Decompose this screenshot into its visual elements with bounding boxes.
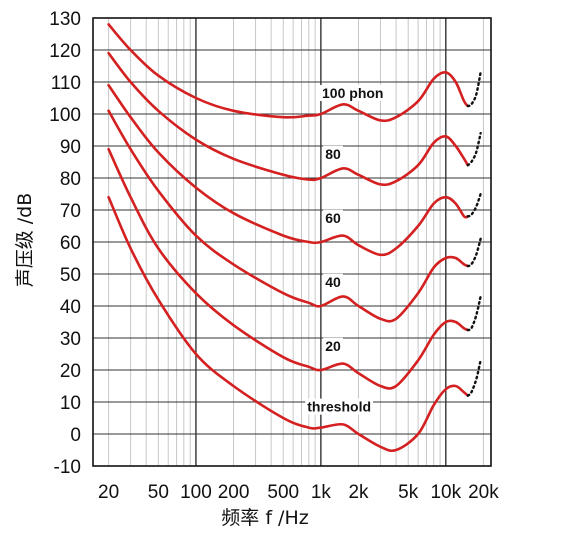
curve-line-3 bbox=[107, 109, 470, 323]
x-tick-label: 50 bbox=[148, 482, 169, 503]
curve-labels: 100 phon 80 60 40 20 threshold bbox=[305, 85, 386, 415]
curve-label-bg bbox=[323, 145, 343, 162]
curve-label-2: 60 bbox=[325, 210, 341, 226]
y-tick-label: 120 bbox=[49, 41, 81, 62]
x-axis-label: 频率 f /Hz bbox=[221, 507, 308, 529]
y-tick-label: 60 bbox=[60, 233, 81, 254]
y-tick-label: 0 bbox=[70, 425, 81, 446]
curve-extension-5 bbox=[466, 359, 482, 397]
y-tick-label: 80 bbox=[60, 169, 81, 190]
curves bbox=[107, 23, 482, 453]
y-tick-label: 90 bbox=[60, 137, 81, 158]
curve-extension-3 bbox=[466, 237, 482, 268]
x-tick-label: 100 bbox=[180, 482, 212, 503]
curve-line-0 bbox=[107, 23, 470, 123]
curve-label-0: 100 phon bbox=[322, 85, 383, 101]
y-tick-label: -10 bbox=[54, 457, 81, 478]
curve-label-bg bbox=[305, 398, 374, 415]
x-tick-labels: 20 50 100 200 500 1k 2k 5k 10k 20k bbox=[98, 482, 499, 503]
plot-frame bbox=[92, 17, 492, 467]
curve-line-2 bbox=[107, 83, 470, 257]
y-axis-label: 声压级 /dB bbox=[14, 193, 36, 288]
curve-extension-2 bbox=[466, 192, 482, 218]
x-tick-label: 500 bbox=[267, 482, 299, 503]
curve-line-4 bbox=[107, 147, 470, 390]
y-tick-label: 20 bbox=[60, 361, 81, 382]
y-tick-label: 110 bbox=[51, 73, 81, 94]
curve-label-5: threshold bbox=[307, 399, 371, 415]
y-tick-label: 70 bbox=[60, 201, 81, 222]
curve-label-bg bbox=[323, 273, 343, 290]
y-tick-label: 10 bbox=[60, 393, 81, 414]
curve-line-1 bbox=[107, 51, 470, 187]
x-tick-label: 200 bbox=[218, 482, 250, 503]
y-tick-label: 100 bbox=[49, 105, 81, 126]
x-tick-label: 5k bbox=[398, 482, 419, 503]
x-tick-label: 10k bbox=[430, 482, 461, 503]
curve-label-4: 20 bbox=[325, 338, 341, 354]
y-tick-label: 40 bbox=[60, 297, 81, 318]
curve-label-bg bbox=[323, 337, 343, 354]
x-tick-label: 20 bbox=[98, 482, 119, 503]
curve-extension-0 bbox=[466, 71, 482, 108]
y-tick-label: 50 bbox=[60, 265, 81, 286]
x-tick-label: 1k bbox=[311, 482, 332, 503]
y-tick-label: 130 bbox=[49, 9, 81, 30]
curve-label-3: 40 bbox=[325, 274, 341, 290]
y-tick-label: 30 bbox=[60, 329, 81, 350]
x-tick-label: 20k bbox=[468, 482, 499, 503]
curve-label-1: 80 bbox=[325, 146, 341, 162]
curve-label-bg bbox=[320, 85, 386, 101]
curve-line-5 bbox=[107, 195, 470, 453]
curve-extension-4 bbox=[466, 295, 482, 332]
x-tick-label: 2k bbox=[348, 482, 369, 503]
curve-label-bg bbox=[323, 209, 343, 226]
curve-extension-1 bbox=[466, 132, 482, 167]
